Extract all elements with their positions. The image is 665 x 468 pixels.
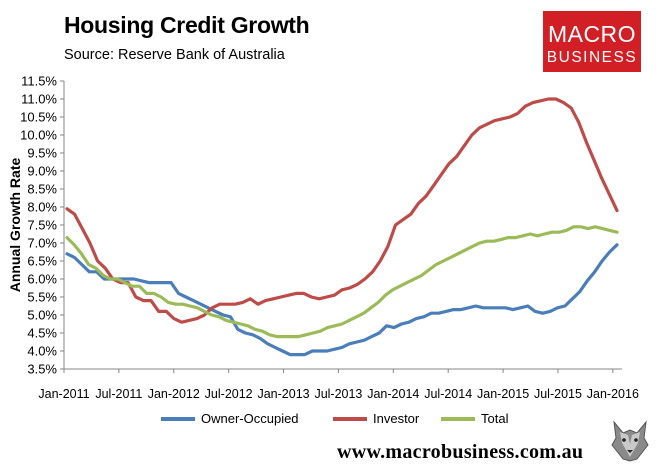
wolf-icon — [608, 418, 652, 462]
y-tick-label: 8.0% — [27, 200, 57, 215]
series-line-investor — [65, 97, 619, 324]
legend-swatch — [333, 416, 367, 421]
y-tick-label: 3.5% — [27, 362, 57, 377]
chart-title: Housing Credit Growth — [64, 12, 310, 38]
logo-line-2: BUSINESS — [546, 49, 638, 66]
series-line-owner-occupied — [65, 243, 619, 357]
logo-line-1: MACRO — [547, 21, 637, 47]
x-tick-label: Jan-2016 — [587, 387, 639, 401]
legend-label: Owner-Occupied — [201, 411, 299, 426]
legend-item-investor: Investor — [333, 411, 419, 426]
x-tick-label: Jan-2014 — [367, 387, 419, 401]
y-tick-label: 7.0% — [27, 236, 57, 251]
y-tick-label: 4.5% — [27, 326, 57, 341]
y-tick-label: 11.5% — [21, 74, 57, 89]
y-tick-label: 10.5% — [20, 110, 57, 125]
y-tick-label: 5.0% — [27, 308, 57, 323]
x-tick-label: Jan-2012 — [148, 387, 200, 401]
x-tick-label: Jan-2015 — [477, 387, 529, 401]
y-tick-label: 10.0% — [20, 128, 57, 143]
y-tick-label: 11.0% — [21, 92, 57, 107]
y-tick-label: 9.5% — [27, 146, 57, 161]
x-tick-label: Jul-2014 — [424, 387, 472, 401]
y-tick-label: 7.5% — [27, 218, 57, 233]
y-axis-title: Annual Growth Rate — [7, 158, 23, 293]
x-tick-label: Jul-2012 — [205, 387, 253, 401]
legend-item-total: Total — [441, 411, 508, 426]
legend-label: Total — [481, 411, 509, 426]
y-tick-label: 8.5% — [27, 182, 57, 197]
y-tick-label: 5.5% — [27, 290, 57, 305]
y-tick-label: 6.5% — [27, 254, 57, 269]
chart-legend: Owner-Occupied Investor Total — [0, 411, 665, 429]
legend-item-owner-occupied: Owner-Occupied — [161, 411, 299, 426]
series-line-total — [65, 225, 619, 339]
chart-source: Source: Reserve Bank of Australia — [64, 47, 285, 63]
x-tick-label: Jul-2011 — [95, 387, 142, 401]
x-tick-label: Jan-2013 — [257, 387, 309, 401]
x-tick-label: Jan-2011 — [38, 387, 89, 401]
website-url[interactable]: www.macrobusiness.com.au — [337, 441, 584, 463]
y-tick-label: 6.0% — [27, 272, 57, 287]
chart-canvas: 3.5% 4.0% 4.5% 5.0% 5.5% 6.0% 6.5% 7.0% 7.5% 8.0%… — [7, 74, 639, 402]
legend-swatch — [441, 416, 475, 421]
x-tick-label: Jul-2015 — [534, 387, 582, 401]
legend-swatch — [161, 416, 195, 421]
macrobusiness-logo[interactable]: MACRO BUSINESS — [543, 11, 641, 72]
legend-label: Investor — [373, 411, 420, 426]
y-tick-label: 9.0% — [27, 164, 57, 179]
y-tick-label: 4.0% — [27, 344, 57, 359]
x-tick-label: Jul-2013 — [314, 387, 362, 401]
